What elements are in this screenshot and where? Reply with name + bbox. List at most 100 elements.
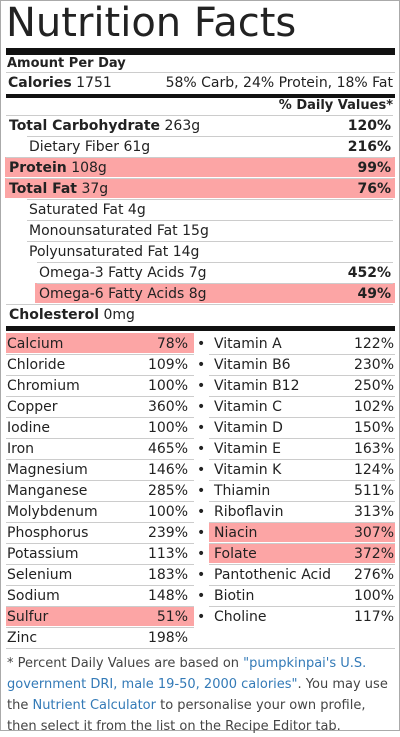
macro-name: Polyunsaturated Fat [29, 244, 169, 260]
vitamin-row: Folate 372% [209, 543, 395, 564]
mineral-dv: 465% [147, 441, 188, 457]
mineral-name: Iodine [7, 420, 50, 436]
mineral-dv: 109% [147, 357, 188, 373]
divider [209, 438, 395, 439]
mineral-row: Calcium 78% [6, 333, 194, 354]
vitamin-name: Vitamin E [214, 441, 281, 457]
mineral-name: Molybdenum [7, 504, 98, 520]
macro-row: Saturated Fat 4g [1, 199, 399, 220]
divider [6, 438, 194, 439]
macro-amount: 37g [81, 181, 109, 197]
mineral-name: Sodium [7, 588, 60, 604]
divider [6, 522, 194, 523]
bullet-separator: • [197, 441, 206, 457]
nutrient-calculator-link[interactable]: Nutrient Calculator [32, 698, 156, 713]
macro-highlight [5, 178, 395, 198]
vitamin-dv: 313% [353, 504, 394, 520]
mineral-name: Iron [7, 441, 35, 457]
vitamin-highlight [209, 522, 395, 542]
macro-label: Saturated Fat 4g [29, 202, 146, 218]
divider [6, 606, 194, 607]
macro-amount: 15g [182, 223, 209, 239]
mineral-dv: 51% [156, 609, 188, 625]
macro-label: Polyunsaturated Fat 14g [29, 244, 199, 260]
divider [209, 417, 395, 418]
mineral-dv: 113% [147, 546, 188, 562]
mineral-name: Calcium [7, 336, 64, 352]
macro-row: Omega-3 Fatty Acids 7g 452% [1, 262, 399, 283]
mineral-dv: 285% [147, 483, 188, 499]
amount-per-label: Amount Per Day [7, 56, 126, 71]
vitamin-name: Vitamin A [214, 336, 282, 352]
mineral-dv: 360% [147, 399, 188, 415]
vitamin-name: Niacin [214, 525, 258, 541]
mineral-row: Molybdenum 100% [6, 501, 194, 522]
mineral-dv: 183% [147, 567, 188, 583]
mineral-name: Chromium [7, 378, 80, 394]
divider [27, 241, 393, 242]
bullet-separator: • [197, 567, 206, 583]
divider [27, 199, 393, 200]
micros-bottom-rule [6, 648, 395, 649]
vitamin-row: Choline 117% [209, 606, 395, 627]
vitamin-name: Folate [214, 546, 257, 562]
divider [6, 354, 194, 355]
bullet-separator: • [197, 399, 206, 415]
vitamin-row: Thiamin 511% [209, 480, 395, 501]
vitamin-row: Pantothenic Acid 276% [209, 564, 395, 585]
mineral-dv: 100% [147, 504, 188, 520]
mineral-row: Iodine 100% [6, 417, 194, 438]
macro-amount: 7g [188, 265, 207, 281]
divider [6, 72, 395, 73]
mineral-dv: 239% [147, 525, 188, 541]
vitamin-dv: 250% [353, 378, 394, 394]
mineral-highlight [6, 333, 194, 353]
macro-name: Omega-6 Fatty Acids [39, 286, 185, 302]
divider [209, 522, 395, 523]
vitamin-name: Pantothenic Acid [214, 567, 332, 583]
divider [6, 501, 194, 502]
mineral-name: Sulfur [7, 609, 49, 625]
micros-rule [6, 326, 395, 331]
vitamin-dv: 163% [353, 441, 394, 457]
divider [6, 564, 194, 565]
macro-label: Protein 108g [9, 160, 107, 176]
macro-row: Dietary Fiber 61g 216% [1, 136, 399, 157]
mineral-row: Phosphorus 239% [6, 522, 194, 543]
macro-dv: 216% [347, 139, 391, 155]
calories-rule [6, 94, 395, 98]
mineral-highlight [6, 606, 194, 626]
vitamin-row: Vitamin B12 250% [209, 375, 395, 396]
vitamin-row: Vitamin K 124% [209, 459, 395, 480]
macro-name: Dietary Fiber [29, 139, 120, 155]
mineral-dv: 148% [147, 588, 188, 604]
vitamin-dv: 276% [353, 567, 394, 583]
bullet-separator: • [197, 609, 206, 625]
macro-dv: 99% [357, 160, 391, 176]
macro-row: Total Carbohydrate 263g 120% [1, 115, 399, 136]
macro-amount: 8g [188, 286, 207, 302]
macro-amount: 4g [127, 202, 146, 218]
vitamin-row: Vitamin B6 230% [209, 354, 395, 375]
divider [37, 283, 393, 284]
macro-highlight [5, 157, 395, 177]
divider [209, 501, 395, 502]
vitamin-name: Vitamin K [214, 462, 282, 478]
title-rule [6, 48, 395, 55]
divider [6, 375, 194, 376]
bullet-separator: • [197, 420, 206, 436]
mineral-row: Iron 465% [6, 438, 194, 459]
calories-value: 1751 [76, 75, 112, 91]
macro-amount: 14g [172, 244, 200, 260]
macro-dv: 76% [357, 181, 391, 197]
macro-name: Omega-3 Fatty Acids [39, 265, 185, 281]
macro-row: Polyunsaturated Fat 14g [1, 241, 399, 262]
macro-name: Total Fat [9, 181, 78, 197]
divider [6, 157, 393, 158]
macro-row: Cholesterol 0mg [1, 304, 399, 325]
mineral-row: Chloride 109% [6, 354, 194, 375]
bullet-separator: • [197, 483, 206, 499]
dri-profile-link[interactable]: "pumpkinpai's U.S. government DRI, male … [7, 656, 367, 692]
macro-label: Omega-3 Fatty Acids 7g [39, 265, 207, 281]
